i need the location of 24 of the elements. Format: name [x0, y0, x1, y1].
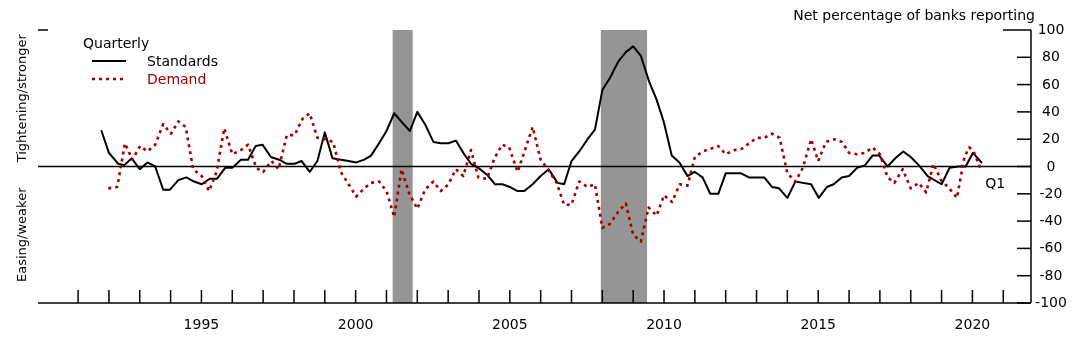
annotation: Q1	[985, 175, 1006, 192]
x-tick-label: 2020	[954, 316, 991, 332]
y-tick-label: 40	[1042, 102, 1060, 119]
y-tick-label: 20	[1042, 130, 1060, 147]
text: Tightening/stronger	[14, 33, 29, 164]
y-tick-label: 60	[1042, 75, 1060, 92]
legend-label: Standards	[147, 53, 218, 69]
y-tick-label: 80	[1042, 48, 1060, 65]
y-tick-label: 0	[1046, 157, 1056, 174]
y-tick-label: -80	[1039, 266, 1063, 283]
text: Easing/weaker	[14, 186, 29, 282]
legend-label: Demand	[147, 71, 207, 87]
x-tick-label: 2000	[337, 316, 374, 332]
x-tick-label: 2005	[492, 316, 528, 332]
x-tick-label: 2010	[646, 316, 682, 332]
x-tick-label: 1995	[183, 316, 220, 332]
x-tick-label: 2015	[800, 316, 837, 332]
legend-title: Quarterly	[83, 35, 150, 51]
y-tick-label: -60	[1039, 239, 1063, 256]
y-tick-label: -40	[1039, 212, 1063, 229]
y-tick-label: 100	[1037, 21, 1065, 37]
y-axis-title: Net percentage of banks reporting	[793, 7, 1035, 23]
y-tick-label: -20	[1039, 184, 1063, 201]
y-tick-label: -100	[1035, 294, 1067, 310]
